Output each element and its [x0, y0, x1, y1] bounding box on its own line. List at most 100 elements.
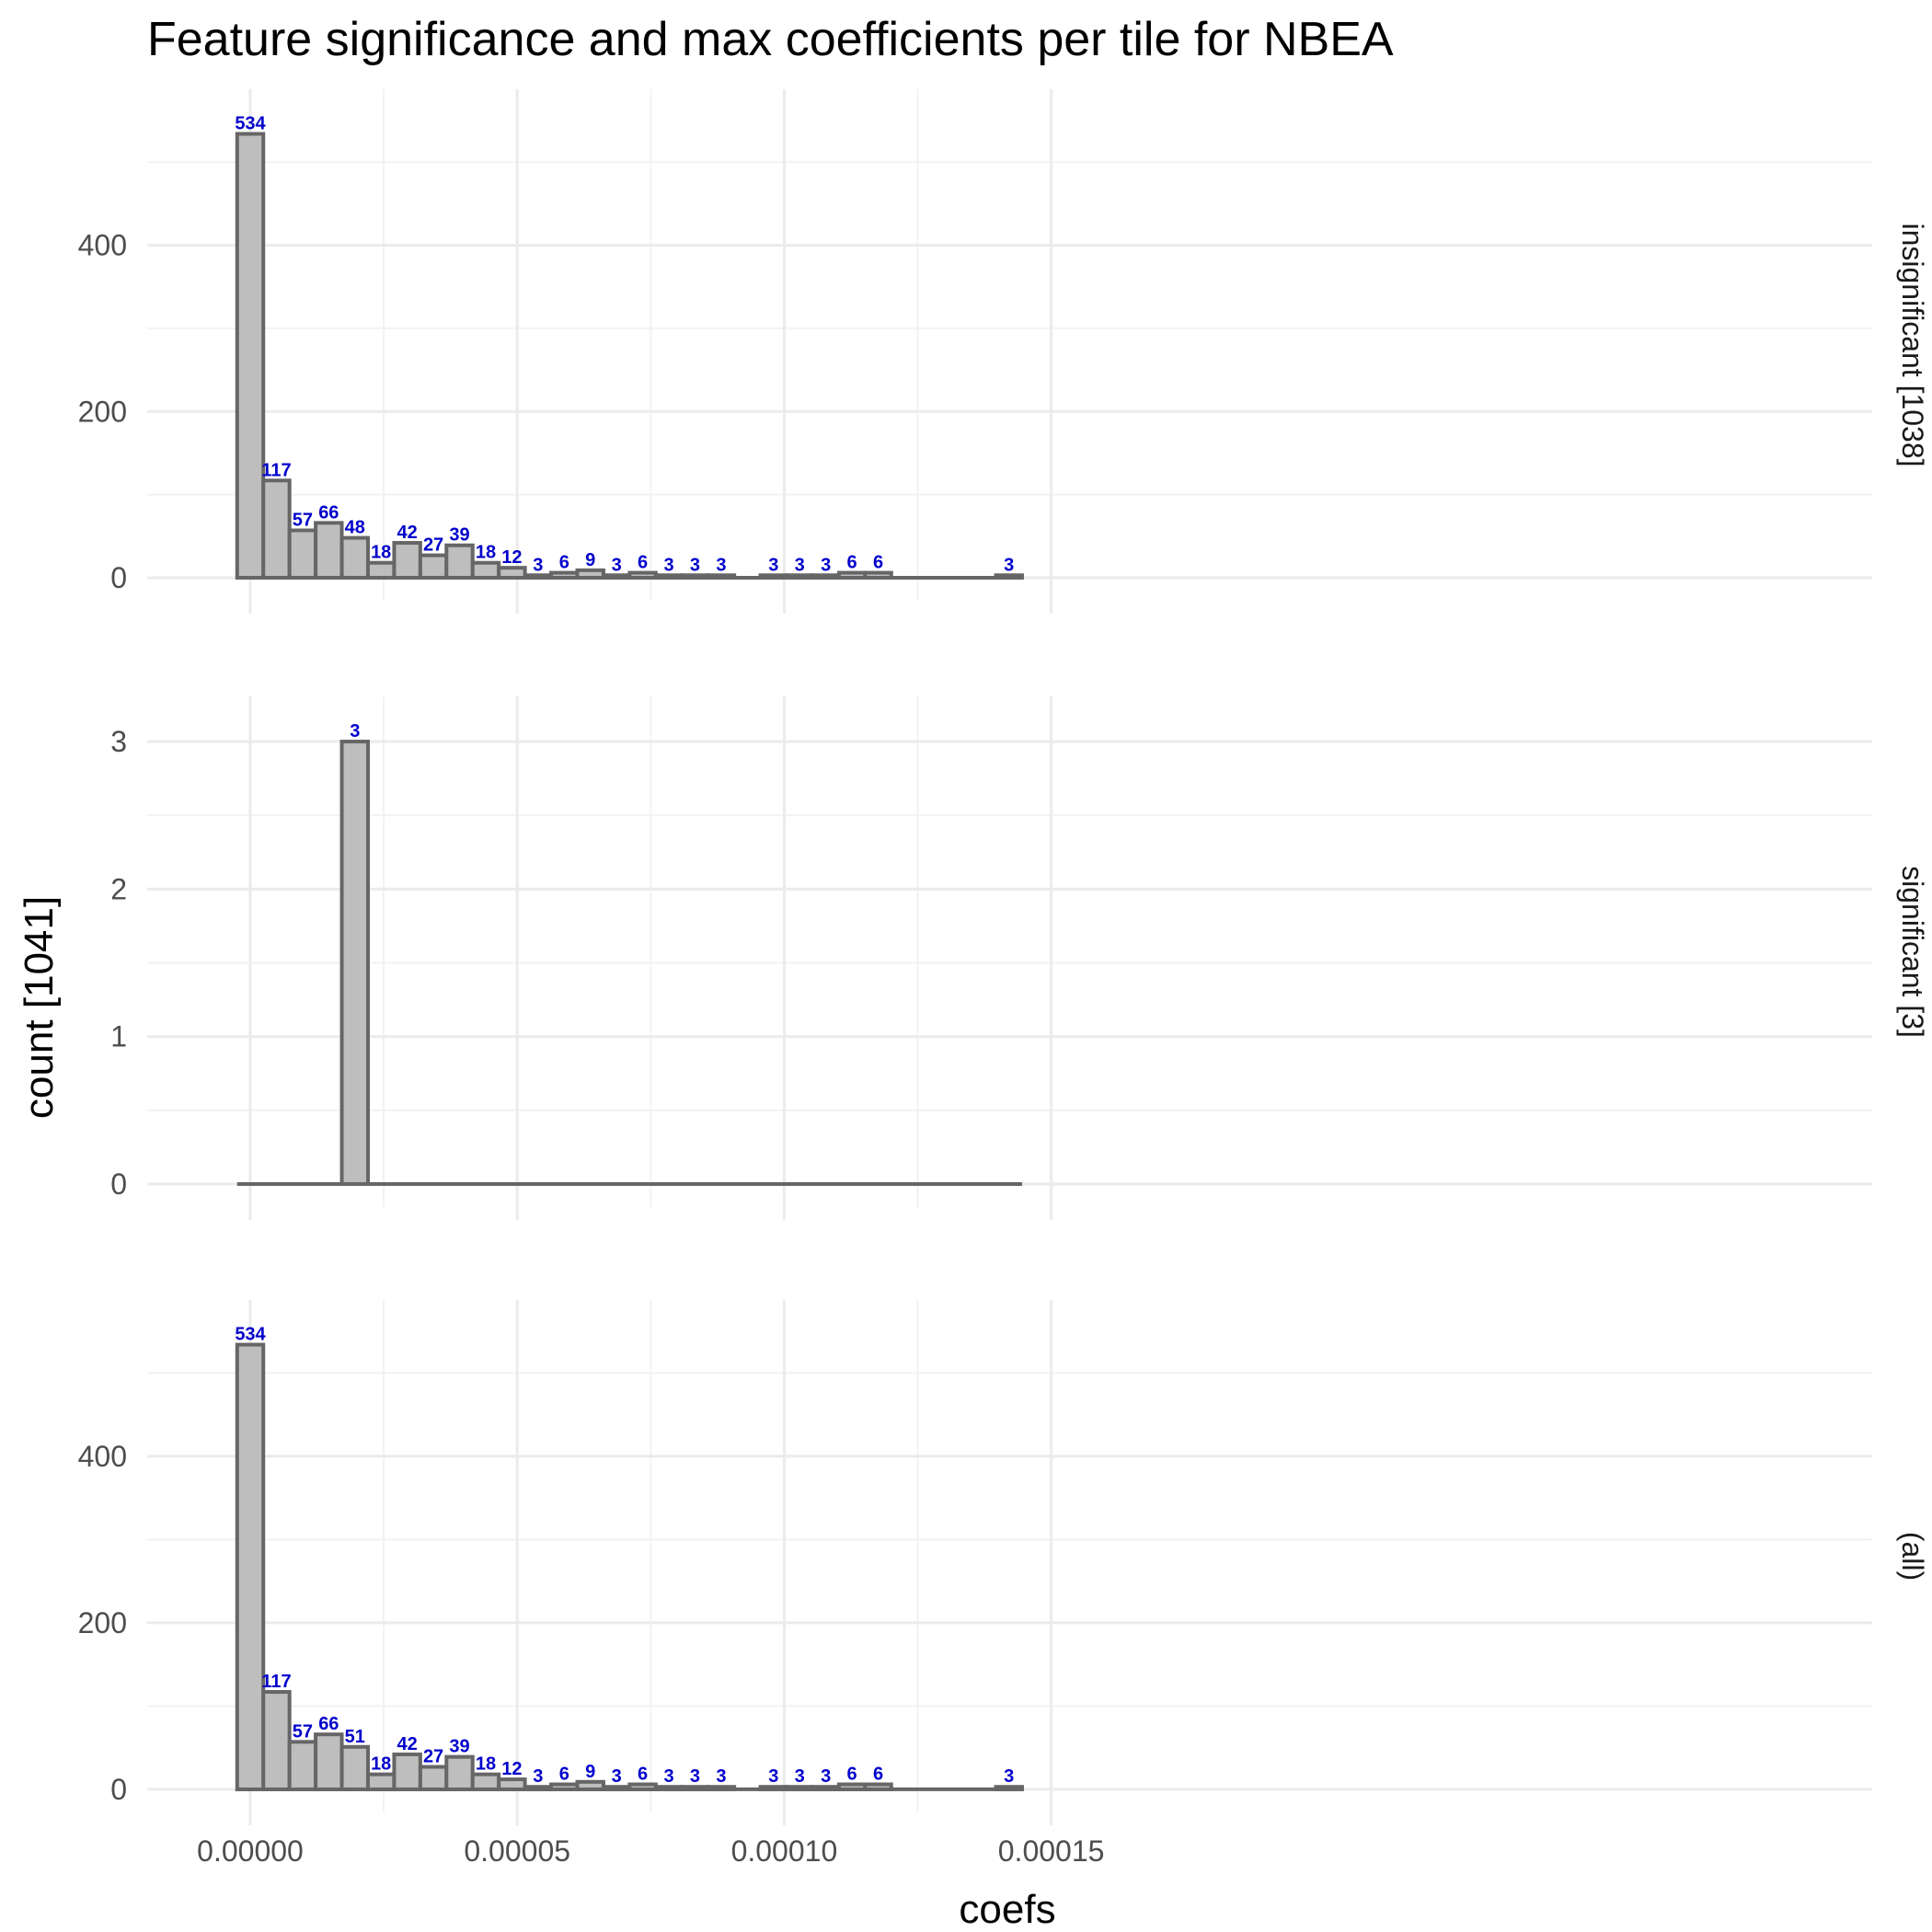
histogram-bar: [418, 553, 449, 580]
histogram-bar: [339, 740, 370, 1187]
bar-count-label: 66: [318, 502, 339, 523]
y-tick-label: 0: [110, 561, 127, 594]
bar-count-label: 27: [423, 535, 443, 556]
y-tick-label: 1: [110, 1020, 127, 1053]
y-tick-label: 400: [78, 229, 127, 262]
histogram-bar: [339, 535, 370, 580]
bar-count-label: 534: [235, 1325, 266, 1345]
bar-count-label: 9: [585, 1762, 595, 1782]
histogram-bar: [627, 570, 658, 580]
histogram-bar: [706, 573, 737, 580]
bar-count-label: 3: [768, 555, 778, 575]
histogram-bar: [444, 1754, 475, 1791]
bar-count-label: 48: [345, 518, 365, 538]
histogram-bar: [339, 1744, 370, 1791]
bar-count-label: 18: [476, 1754, 496, 1775]
histogram-bar: [680, 1785, 710, 1791]
histogram-bar: [470, 560, 501, 580]
bar-count-label: 6: [873, 553, 883, 573]
histogram-bar: [497, 566, 527, 580]
histogram-bar: [811, 1785, 841, 1791]
histogram-bar: [994, 1785, 1024, 1791]
histogram-bar: [235, 132, 266, 580]
histogram-bar: [680, 573, 710, 580]
histogram-bar: [287, 1740, 318, 1791]
histogram-bar: [444, 543, 475, 580]
histogram-bar: [365, 1772, 397, 1791]
histogram-bar: [836, 1782, 868, 1791]
histogram-bar: [653, 573, 684, 580]
facet-strip-label: insignificant [1038]: [1896, 223, 1929, 466]
histogram-bar: [523, 573, 554, 580]
chart-title: Feature significance and max coefficient…: [147, 13, 1394, 66]
bar-count-label: 12: [501, 547, 522, 568]
bar-count-label: 3: [533, 555, 543, 575]
y-tick-label: 3: [110, 725, 127, 758]
histogram-bar: [601, 1785, 632, 1791]
bar-count-label: 18: [371, 1754, 391, 1775]
histogram-bar: [497, 1777, 527, 1791]
histogram-bar: [314, 521, 344, 580]
histogram-bar: [549, 570, 580, 580]
histogram-bar: [314, 1732, 344, 1791]
histogram-bar: [235, 1342, 266, 1791]
y-tick-label: 400: [78, 1440, 127, 1473]
bar-count-label: 3: [612, 555, 622, 575]
x-tick-label: 0.00010: [731, 1834, 838, 1868]
histogram-bar: [706, 1785, 737, 1791]
bar-count-label: 534: [235, 114, 266, 134]
bar-count-label: 6: [638, 1765, 648, 1785]
bar-count-label: 3: [768, 1766, 778, 1787]
histogram-bar: [785, 573, 815, 580]
bar-count-label: 6: [847, 553, 857, 573]
histogram-bar: [994, 573, 1024, 580]
bar-count-label: 3: [795, 555, 805, 575]
y-tick-label: 0: [110, 1167, 127, 1201]
bar-count-label: 3: [533, 1766, 543, 1787]
histogram-bar: [575, 568, 605, 580]
bar-count-label: 6: [559, 1765, 569, 1785]
y-tick-label: 200: [78, 395, 127, 428]
histogram-bar: [575, 1779, 605, 1791]
histogram-bar: [261, 478, 292, 580]
bar-count-label: 3: [612, 1766, 622, 1787]
bar-count-label: 18: [476, 543, 496, 563]
histogram-bar: [836, 570, 868, 580]
bar-count-label: 57: [293, 510, 313, 530]
bar-count-label: 3: [716, 1766, 726, 1787]
facet-strip-label: significant [3]: [1896, 866, 1929, 1038]
bar-count-label: 3: [716, 555, 726, 575]
bar-count-label: 6: [559, 553, 569, 573]
bar-count-label: 42: [397, 523, 418, 543]
x-axis-title: coefs: [959, 1887, 1055, 1932]
bar-count-label: 3: [663, 1766, 673, 1787]
y-tick-label: 2: [110, 872, 127, 905]
y-tick-label: 200: [78, 1606, 127, 1639]
x-tick-label: 0.00005: [464, 1834, 570, 1868]
bar-count-label: 9: [585, 550, 595, 570]
facet-strip-label: (all): [1896, 1532, 1929, 1581]
histogram-bar: [863, 1782, 893, 1791]
y-tick-label: 0: [110, 1773, 127, 1806]
histogram-bar: [863, 570, 893, 580]
bar-count-label: 3: [821, 555, 831, 575]
histogram-bar: [418, 1765, 449, 1791]
x-axis-ticks: 0.00000 0.00005 0.00010 0.00015: [197, 1834, 1104, 1868]
bar-count-label: 117: [261, 460, 291, 480]
histogram-bar: [758, 1785, 789, 1791]
bar-count-label: 51: [345, 1727, 365, 1747]
bar-count-label: 3: [795, 1766, 805, 1787]
histogram-bar: [392, 1752, 422, 1791]
bar-count-label: 3: [1004, 1766, 1014, 1787]
bar-count-label: 6: [873, 1765, 883, 1785]
bar-count-label: 3: [1004, 555, 1014, 575]
bar-count-label: 66: [318, 1714, 339, 1734]
histogram-bar: [365, 560, 397, 580]
histogram-bar: [549, 1782, 580, 1791]
histogram-bar: [627, 1782, 658, 1791]
bar-count-label: 12: [501, 1759, 522, 1779]
bar-count-label: 3: [663, 555, 673, 575]
histogram-bar: [523, 1785, 554, 1791]
